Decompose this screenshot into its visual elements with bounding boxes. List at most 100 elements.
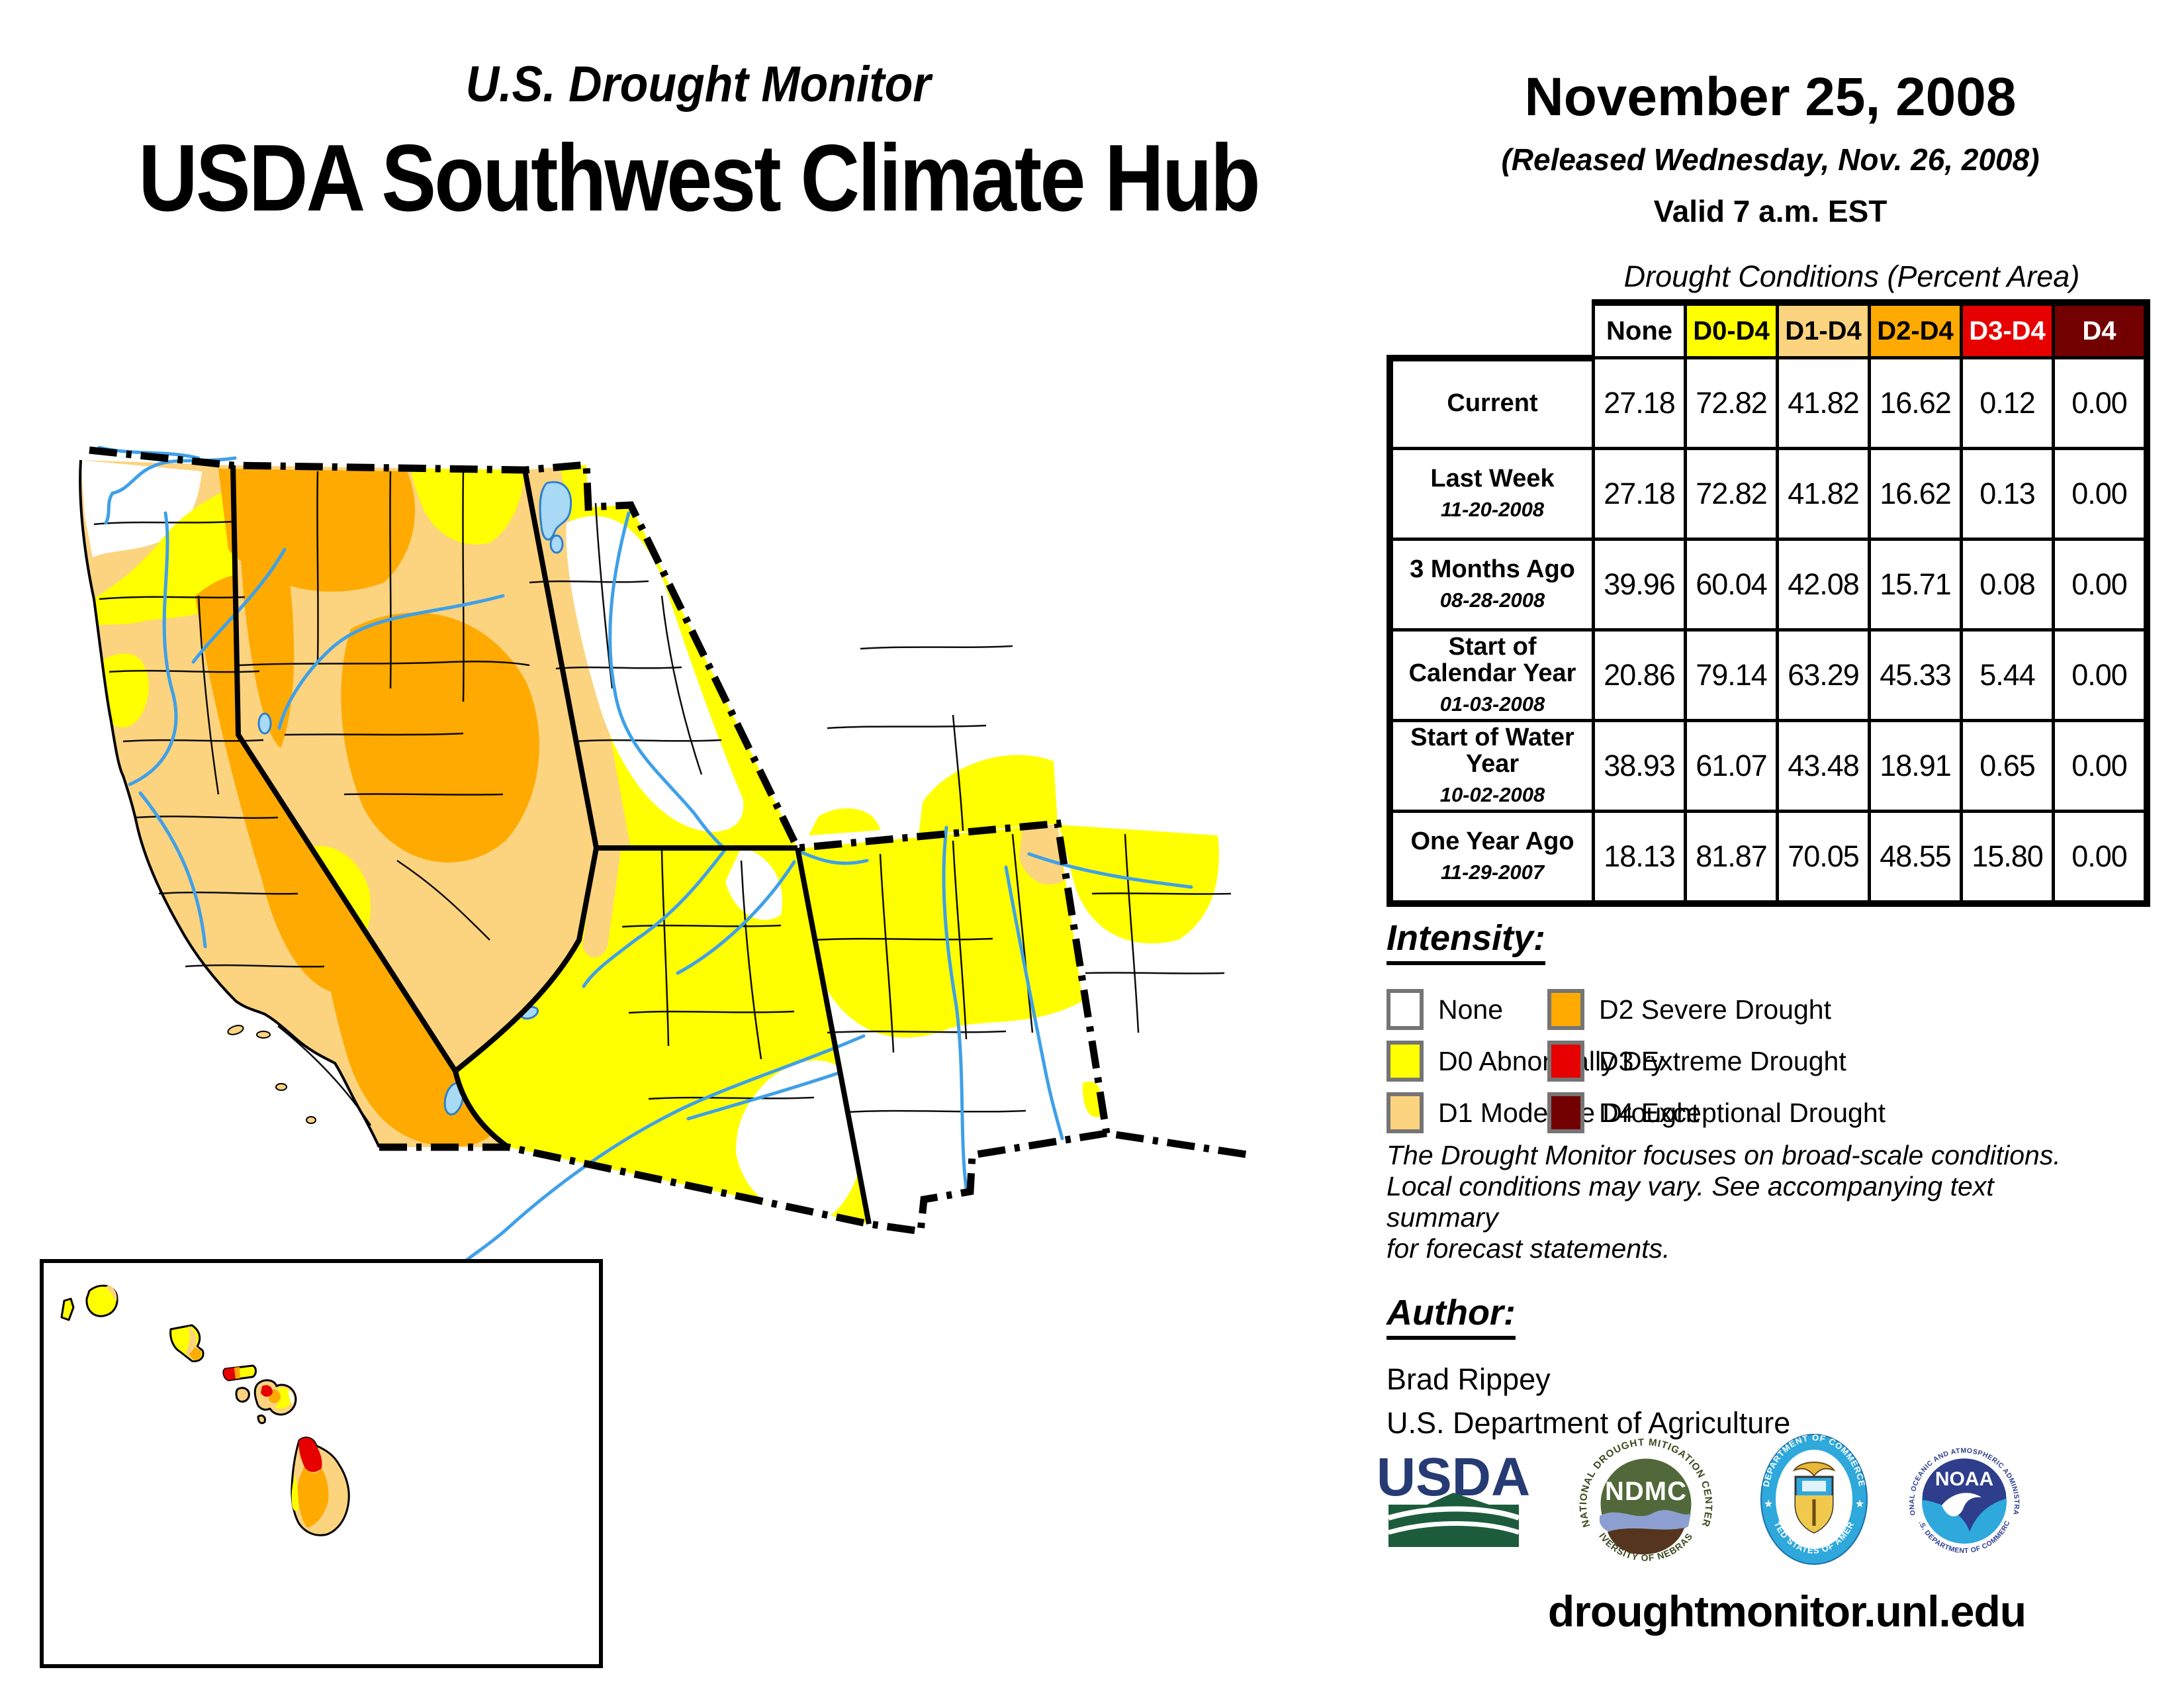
column-header-d1-d4: D1-D4 [1776, 299, 1871, 359]
value-cell: 16.62 [1868, 447, 1963, 541]
row-label: Last Week [1430, 465, 1555, 493]
column-header-none: None [1592, 299, 1687, 359]
drought-patches-arizona [582, 848, 865, 1219]
legend-swatch [1387, 1092, 1424, 1133]
state-california [80, 460, 509, 1147]
value-cell: 39.96 [1592, 538, 1687, 632]
lake-tahoe [257, 712, 272, 735]
value-cell: 42.08 [1776, 538, 1871, 632]
value-cell: 81.87 [1684, 810, 1779, 907]
row-label: 3 Months Ago [1410, 555, 1575, 584]
value-cell: 63.29 [1776, 628, 1871, 722]
value-cell: 43.48 [1776, 719, 1871, 813]
row-header: 3 Months Ago 08-28-2008 [1387, 538, 1595, 632]
island-hawaii-d0 [291, 1475, 299, 1511]
row-label: Start of Calendar Year [1408, 633, 1576, 687]
county-lines [93, 469, 1232, 1126]
gila-river [463, 1034, 866, 1264]
site-url[interactable]: droughtmonitor.unl.edu [1547, 1587, 2026, 1636]
column-header-d2-d4: D2-D4 [1868, 299, 1963, 359]
disclaimer: The Drought Monitor focuses on broad-sca… [1387, 1140, 2101, 1264]
value-cell: 41.82 [1776, 447, 1871, 541]
legend-item: D4 Exceptional Drought [1547, 1092, 1886, 1133]
island-maui-none [289, 1390, 294, 1405]
value-cell: 15.71 [1868, 538, 1963, 632]
table-row: Start of Calendar Year 01-03-2008 20.86 79.… [1387, 628, 2150, 722]
legend-swatch [1547, 989, 1584, 1030]
border-nv-ut [522, 469, 599, 849]
value-cell: 60.04 [1684, 538, 1779, 632]
value-cell: 45.33 [1868, 628, 1963, 722]
disclaimer-line: for forecast statements. [1387, 1233, 1670, 1264]
value-cell: 5.44 [1960, 628, 2055, 722]
channel-islands [227, 1025, 316, 1124]
island-kahoolawe [257, 1414, 266, 1425]
value-cell: 38.93 [1592, 719, 1687, 813]
legend-swatch [1547, 1092, 1584, 1133]
pecos-river [1004, 865, 1064, 1141]
legend-item: D2 Severe Drought [1547, 989, 1886, 1030]
disclaimer-line: Local conditions may vary. See accompany… [1387, 1171, 1994, 1233]
author-org: U.S. Department of Agriculture [1387, 1406, 1791, 1440]
value-cell: 0.13 [1960, 447, 2055, 541]
drought-patches-neighbors [809, 755, 1219, 944]
value-cell: 0.00 [2052, 447, 2150, 541]
island-hawaii-d2 [297, 1467, 329, 1528]
legend-item: D3 Extreme Drought [1547, 1041, 1886, 1082]
utah-lake [549, 534, 564, 554]
legend-label: D4 Exceptional Drought [1599, 1097, 1886, 1128]
island-maui-d3 [261, 1385, 273, 1397]
drought-conditions-table: None D0-D4 D1-D4 D2-D4 D3-D4 D4 Current 27.18 7… [1387, 299, 2150, 907]
noaa-logo-text: NOAA [1935, 1468, 1993, 1490]
san-juan-river [800, 851, 869, 865]
hawaii-inset [40, 1259, 603, 1668]
value-cell: 27.18 [1592, 356, 1687, 450]
salt-river [686, 1070, 842, 1121]
row-header: Start of Water Year 10-02-2008 [1387, 719, 1595, 813]
legend-label: D3 Extreme Drought [1599, 1045, 1846, 1076]
doc-star-right: ★ [1855, 1499, 1864, 1510]
table-corner-cell [1390, 303, 1594, 358]
border-ca-nv [230, 465, 458, 1073]
island-niihau [60, 1297, 75, 1321]
legend-label: None [1438, 994, 1504, 1025]
title-block: U.S. Drought Monitor USDA Southwest Clim… [40, 56, 1357, 231]
value-cell: 48.55 [1868, 810, 1963, 907]
value-cell: 70.05 [1776, 810, 1871, 907]
intensity-heading: Intensity: [1387, 917, 1546, 965]
region-boundary [89, 446, 1251, 1236]
island-lanai [235, 1387, 250, 1403]
row-header: Start of Calendar Year 01-03-2008 [1387, 628, 1595, 722]
doc-eagle [1792, 1462, 1836, 1477]
california-coastline [79, 459, 381, 1148]
canadian-river [1027, 852, 1193, 889]
great-salt-lake [539, 481, 572, 541]
column-header-d3-d4: D3-D4 [1960, 299, 2055, 359]
region-title: USDA Southwest Climate Hub [138, 125, 1260, 232]
ndmc-logo: NATIONAL DROUGHT MITIGATION CENTER UNIVE… [1578, 1436, 1713, 1570]
sacramento-river [128, 511, 178, 786]
state-borders [230, 465, 872, 1225]
row-date: 01-03-2008 [1439, 692, 1545, 716]
value-cell: 18.13 [1592, 810, 1687, 907]
island-oahu-d2 [189, 1347, 201, 1360]
column-header-d0-d4: D0-D4 [1684, 299, 1779, 359]
value-cell: 72.82 [1684, 356, 1779, 450]
row-date: 08-28-2008 [1439, 588, 1545, 612]
legend-swatch [1547, 1041, 1584, 1082]
humboldt-river [277, 594, 505, 730]
author-block: Author: Brad Rippey U.S. Department of A… [1387, 1292, 1790, 1440]
row-date: 11-20-2008 [1440, 497, 1545, 521]
drought-patches-utah [525, 465, 744, 848]
value-cell: 0.00 [2052, 628, 2150, 722]
table-row: 3 Months Ago 08-28-2008 39.96 60.04 42.08 15.… [1387, 538, 2150, 632]
value-cell: 61.07 [1684, 719, 1779, 813]
value-cell: 18.91 [1868, 719, 1963, 813]
value-cell: 20.86 [1592, 628, 1687, 722]
doc-logo: DEPARTMENT OF COMMERCE UNITED STATES OF … [1760, 1432, 1868, 1565]
map-date: November 25, 2008 [1524, 67, 2017, 127]
row-label: Start of Water Year [1410, 724, 1574, 778]
doc-star-left: ★ [1764, 1499, 1773, 1510]
noaa-logo: NATIONAL OCEANIC AND ATMOSPHERIC ADMINIS… [1908, 1447, 2021, 1556]
